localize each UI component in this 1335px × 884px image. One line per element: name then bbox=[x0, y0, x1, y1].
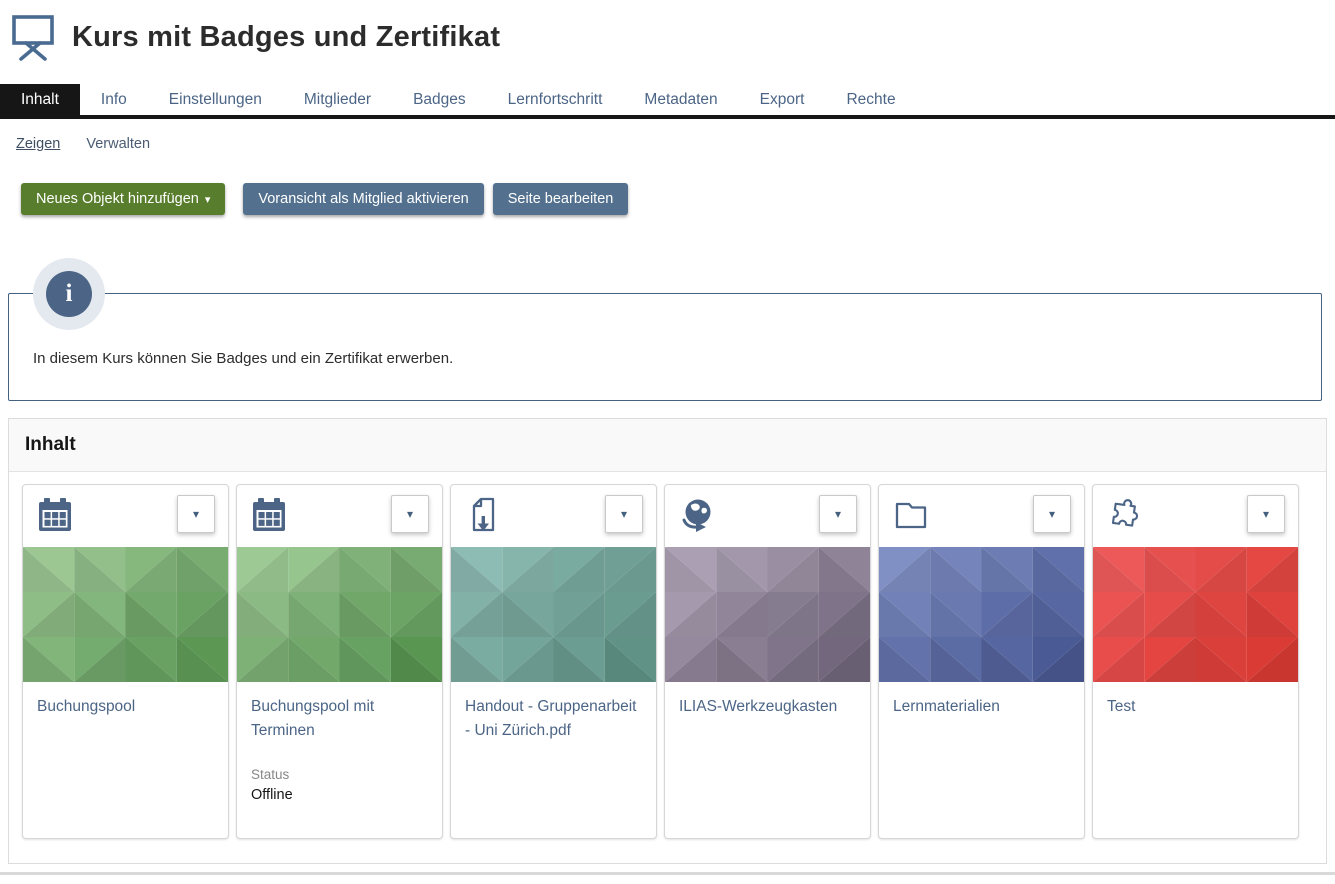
card-tile-image[interactable] bbox=[451, 547, 656, 682]
status-value: Offline bbox=[251, 787, 293, 804]
card-body: Buchungspool mit Terminen Status Offline bbox=[237, 682, 442, 816]
card-body: Buchungspool bbox=[23, 682, 228, 732]
card-head: ▾ bbox=[237, 485, 442, 547]
card-head: ▾ bbox=[451, 485, 656, 547]
card-title-link[interactable]: Lernmaterialien bbox=[893, 698, 1000, 715]
neues-objekt-hinzufügen-button[interactable]: Neues Objekt hinzufügen ▾ bbox=[21, 183, 226, 215]
subtab-zeigen[interactable]: Zeigen bbox=[16, 136, 61, 152]
card-body: ILIAS-Werkzeugkasten bbox=[665, 682, 870, 732]
subtab-verwalten[interactable]: Verwalten bbox=[86, 136, 151, 152]
booking-pool-calendar-icon bbox=[36, 496, 74, 534]
card-actions-dropdown[interactable]: ▾ bbox=[819, 495, 857, 533]
card-actions-dropdown[interactable]: ▾ bbox=[1247, 495, 1285, 533]
tab-metadaten[interactable]: Metadaten bbox=[644, 91, 718, 108]
card-actions-dropdown[interactable]: ▾ bbox=[1033, 495, 1071, 533]
voransicht-als-mitglied-aktivieren-button[interactable]: Voransicht als Mitglied aktivieren bbox=[243, 183, 484, 215]
tab-rechte[interactable]: Rechte bbox=[846, 91, 896, 108]
card-head: ▾ bbox=[1093, 485, 1298, 547]
page-header: Kurs mit Badges und Zertifikat bbox=[0, 0, 1335, 68]
course-easel-icon bbox=[10, 12, 58, 62]
tab-mitglieder[interactable]: Mitglieder bbox=[303, 91, 372, 108]
card-body: Lernmaterialien bbox=[879, 682, 1084, 732]
card-status: Status Offline bbox=[251, 767, 428, 803]
chevron-down-icon: ▾ bbox=[406, 507, 414, 521]
card-body: Test bbox=[1093, 682, 1298, 732]
page-title: Kurs mit Badges und Zertifikat bbox=[72, 20, 501, 53]
card-tile-image[interactable] bbox=[237, 547, 442, 682]
tab-info[interactable]: Info bbox=[100, 91, 127, 108]
card-tile-image[interactable] bbox=[1093, 547, 1298, 682]
card-tile-image[interactable] bbox=[665, 547, 870, 682]
object-card: ▾ ILIAS-Werkzeugkasten bbox=[664, 484, 871, 839]
seite-bearbeiten-button[interactable]: Seite bearbeiten bbox=[492, 183, 629, 215]
content-panel-title: Inhalt bbox=[25, 434, 76, 455]
file-download-icon bbox=[464, 496, 502, 534]
subtab-bar: Zeigen Verwalten bbox=[16, 136, 1319, 152]
puzzle-icon bbox=[1106, 496, 1144, 534]
card-deck: ▾ Buchungspool ▾ Buchungspool mit Terminen… bbox=[9, 472, 1326, 863]
toolbar: Neues Objekt hinzufügen ▾ Voransicht als M… bbox=[21, 183, 1335, 215]
object-card: ▾ Test bbox=[1092, 484, 1299, 839]
card-head: ▾ bbox=[665, 485, 870, 547]
tab-lernfortschritt[interactable]: Lernfortschritt bbox=[507, 91, 603, 108]
object-card: ▾ Lernmaterialien bbox=[878, 484, 1085, 839]
tab-export[interactable]: Export bbox=[759, 91, 805, 108]
card-actions-dropdown[interactable]: ▾ bbox=[391, 495, 429, 533]
chevron-down-icon: ▾ bbox=[1048, 507, 1056, 521]
tab-badges[interactable]: Badges bbox=[413, 91, 466, 108]
card-title-link[interactable]: ILIAS-Werkzeugkasten bbox=[679, 698, 838, 715]
dropdown-caret-icon: ▾ bbox=[204, 194, 211, 206]
folder-icon bbox=[892, 496, 930, 534]
card-title-link[interactable]: Buchungspool bbox=[37, 698, 136, 715]
card-actions-dropdown[interactable]: ▾ bbox=[605, 495, 643, 533]
info-message-text: In diesem Kurs können Sie Badges und ein… bbox=[33, 350, 454, 367]
tab-bar: Inhalt Info Einstellungen Mitglieder Badges L… bbox=[0, 84, 1335, 119]
chevron-down-icon: ▾ bbox=[620, 507, 628, 521]
content-panel: Inhalt ▾ Buchungspool ▾ Buchungspool mit T… bbox=[8, 418, 1327, 864]
card-actions-dropdown[interactable]: ▾ bbox=[177, 495, 215, 533]
weblink-globe-icon bbox=[678, 496, 716, 534]
chevron-down-icon: ▾ bbox=[192, 507, 200, 521]
object-card: ▾ Buchungspool mit Terminen Status Offline bbox=[236, 484, 443, 839]
card-tile-image[interactable] bbox=[879, 547, 1084, 682]
info-icon: i bbox=[33, 258, 105, 330]
object-card: ▾ Buchungspool bbox=[22, 484, 229, 839]
card-head: ▾ bbox=[23, 485, 228, 547]
card-title-link[interactable]: Test bbox=[1107, 698, 1136, 715]
card-title-link[interactable]: Buchungspool mit Terminen bbox=[251, 698, 375, 740]
info-message-box: i In diesem Kurs können Sie Badges und e… bbox=[8, 258, 1322, 401]
card-title-link[interactable]: Handout - Gruppenarbeit - Uni Zürich.pdf bbox=[465, 698, 637, 740]
booking-pool-calendar-icon bbox=[250, 496, 288, 534]
chevron-down-icon: ▾ bbox=[1262, 507, 1270, 521]
status-label: Status bbox=[251, 767, 290, 783]
card-tile-image[interactable] bbox=[23, 547, 228, 682]
card-body: Handout - Gruppenarbeit - Uni Zürich.pdf bbox=[451, 682, 656, 756]
footer-divider bbox=[0, 872, 1335, 875]
object-card: ▾ Handout - Gruppenarbeit - Uni Zürich.pd… bbox=[450, 484, 657, 839]
content-panel-header: Inhalt bbox=[9, 419, 1326, 472]
card-head: ▾ bbox=[879, 485, 1084, 547]
chevron-down-icon: ▾ bbox=[834, 507, 842, 521]
tab-inhalt[interactable]: Inhalt bbox=[0, 84, 80, 115]
tab-einstellungen[interactable]: Einstellungen bbox=[168, 91, 262, 108]
